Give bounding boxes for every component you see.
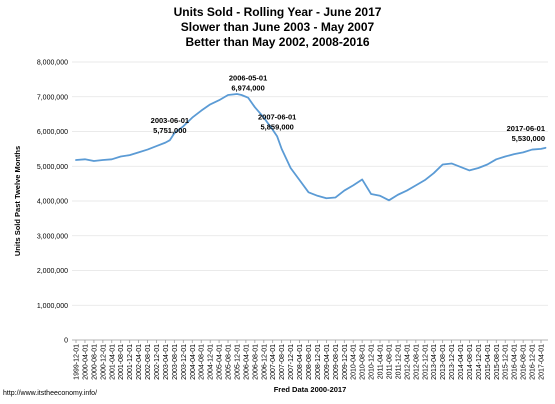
x-tick-label: 2000-04-01 <box>82 344 89 380</box>
x-tick-label: 2009-04-01 <box>324 344 331 380</box>
x-tick-label: 2004-04-01 <box>190 344 197 380</box>
x-tick-label: 2007-12-01 <box>288 344 295 380</box>
chart-title-line: Better than May 2002, 2008-2016 <box>185 35 369 49</box>
x-tick-label: 2001-12-01 <box>127 344 134 380</box>
x-tick-label: 2005-04-01 <box>217 344 224 380</box>
x-tick-label: 2012-12-01 <box>422 344 429 380</box>
x-tick-label: 2003-12-01 <box>181 344 188 380</box>
x-tick-label: 2015-08-01 <box>494 344 501 380</box>
x-tick-label: 2003-04-01 <box>163 344 170 380</box>
x-tick-label: 2013-08-01 <box>440 344 447 380</box>
series-line <box>75 93 547 202</box>
y-tick-label: 0 <box>64 338 68 345</box>
x-tick-label: 2001-04-01 <box>109 344 116 380</box>
annotation-value: 5,530,000 <box>512 134 545 143</box>
x-tick-label: 1999-12-01 <box>74 344 81 380</box>
x-tick-label: 2003-08-01 <box>172 344 179 380</box>
y-tick-label: 7,000,000 <box>37 94 68 101</box>
annotation-date: 2006-05-01 <box>229 74 267 83</box>
x-tick-label: 2004-08-01 <box>199 344 206 380</box>
y-tick-label: 5,000,000 <box>37 164 68 171</box>
y-tick-label: 4,000,000 <box>37 199 68 206</box>
x-tick-label: 2013-12-01 <box>449 344 456 380</box>
chart-title-line: Units Sold - Rolling Year - June 2017 <box>174 5 382 19</box>
annotation-value: 5,859,000 <box>260 122 293 131</box>
x-tick-label: 2016-08-01 <box>521 344 528 380</box>
x-tick-label: 2001-08-01 <box>118 344 125 380</box>
x-tick-label: 2004-12-01 <box>208 344 215 380</box>
y-axis-label: Units Sold Past Twelve Months <box>13 146 22 256</box>
x-tick-label: 2007-08-01 <box>279 344 286 380</box>
y-tick-label: 8,000,000 <box>37 60 68 67</box>
x-tick-label: 2016-12-01 <box>530 344 537 380</box>
chart-title-line: Slower than June 2003 - May 2007 <box>181 20 375 34</box>
x-tick-label: 2011-08-01 <box>386 344 393 379</box>
x-tick-label: 2006-04-01 <box>243 344 250 380</box>
x-tick-label: 2015-04-01 <box>485 344 492 380</box>
x-tick-label: 2013-04-01 <box>431 344 438 380</box>
x-tick-label: 2011-04-01 <box>378 344 385 379</box>
y-tick-label: 1,000,000 <box>37 303 68 310</box>
x-tick-label: 2010-12-01 <box>369 344 376 380</box>
x-tick-label: 2002-12-01 <box>154 344 161 380</box>
x-tick-label: 2012-04-01 <box>404 344 411 380</box>
source-url[interactable]: http://www.itstheeconomy.info/ <box>3 390 98 397</box>
x-tick-label: 2011-12-01 <box>395 344 402 379</box>
annotation-date: 2007-06-01 <box>258 112 296 121</box>
x-tick-label: 2010-04-01 <box>351 344 358 380</box>
annotation-value: 5,751,000 <box>153 126 186 135</box>
x-tick-label: 2000-08-01 <box>91 344 98 380</box>
annotation-date: 2017-06-01 <box>507 124 545 133</box>
x-tick-label: 2015-12-01 <box>503 344 510 380</box>
x-tick-label: 2014-04-01 <box>458 344 465 380</box>
x-tick-label: 2014-08-01 <box>467 344 474 380</box>
x-tick-label: 2017-04-01 <box>539 344 546 380</box>
x-tick-label: 2002-08-01 <box>145 344 152 380</box>
y-tick-label: 6,000,000 <box>37 129 68 136</box>
x-tick-label: 2009-12-01 <box>342 344 349 380</box>
x-tick-label: 2014-12-01 <box>476 344 483 380</box>
x-tick-label: 2006-12-01 <box>261 344 268 380</box>
x-tick-label: 2009-08-01 <box>333 344 340 380</box>
x-axis-label: Fred Data 2000-2017 <box>274 385 347 394</box>
x-tick-label: 2008-12-01 <box>315 344 322 380</box>
x-tick-label: 2012-08-01 <box>413 344 420 380</box>
annotation-value: 6,974,000 <box>231 84 264 93</box>
x-tick-label: 2007-04-01 <box>270 344 277 380</box>
x-tick-label: 2006-08-01 <box>252 344 259 380</box>
annotation-date: 2003-06-01 <box>151 116 189 125</box>
x-tick-label: 2008-04-01 <box>297 344 304 380</box>
x-tick-label: 2002-04-01 <box>136 344 143 380</box>
x-tick-label: 2008-08-01 <box>306 344 313 380</box>
y-tick-label: 2,000,000 <box>37 268 68 275</box>
x-tick-label: 2010-08-01 <box>360 344 367 380</box>
x-tick-label: 2005-12-01 <box>234 344 241 380</box>
x-tick-label: 2005-08-01 <box>226 344 233 380</box>
x-tick-label: 2000-12-01 <box>100 344 107 380</box>
x-tick-label: 2016-04-01 <box>512 344 519 380</box>
y-tick-label: 3,000,000 <box>37 233 68 240</box>
